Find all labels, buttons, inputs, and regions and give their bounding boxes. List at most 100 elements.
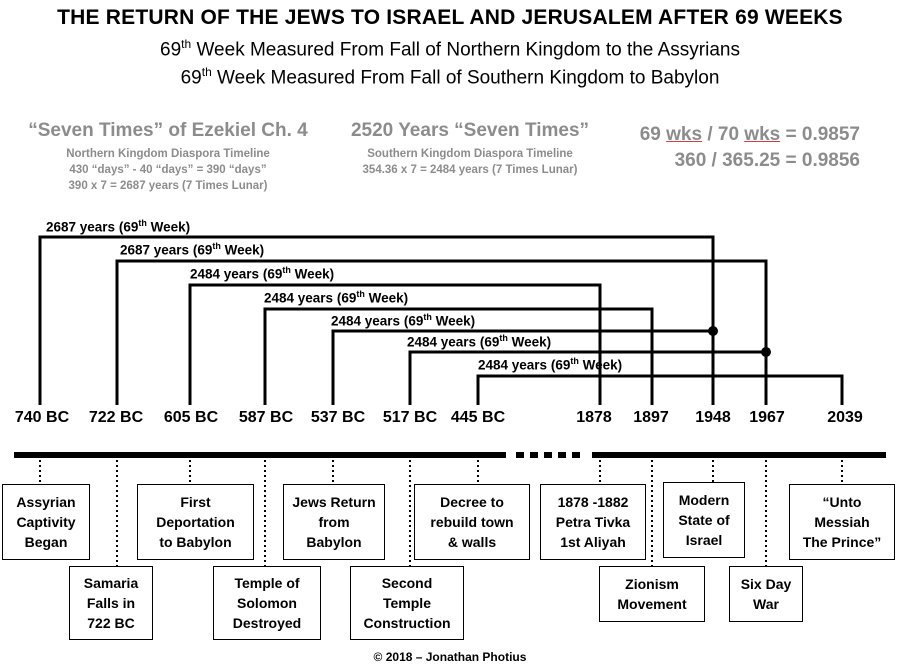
event-box-decree: Decree to rebuild town & walls (414, 484, 530, 560)
event-box-samaria-falls: Samaria Falls in 722 BC (69, 566, 153, 640)
year-label-1948: 1948 (695, 409, 731, 426)
span-label-sup: th (499, 333, 508, 343)
days-ratio: 360 / 365.25 = 0.9856 (674, 150, 860, 171)
span-label-text: Week) (290, 266, 335, 282)
ratio-panel: 69 wks / 70 wks = 0.9857 360 / 365.25 = … (600, 122, 860, 174)
ratio-part: 69 (639, 124, 667, 145)
event-text: Falls in (86, 595, 136, 611)
subtitle-text: Week Measured From Fall of Northern King… (191, 39, 740, 61)
span-label: 2687 years (69th Week) (46, 218, 190, 235)
year-label-605bc: 605 BC (163, 409, 219, 426)
junction-dot-1967 (761, 347, 771, 357)
year-label-722bc: 722 BC (88, 409, 144, 426)
event-text: Temple of (234, 575, 300, 591)
event-text: rebuild town (430, 514, 514, 530)
subtitle-sup: th (181, 37, 192, 51)
span-bracket-722-1967 (115, 259, 768, 405)
event-text: Messiah (814, 514, 870, 530)
event-box-six-day-war: Six Day War (729, 566, 803, 622)
event-text: First (180, 494, 211, 510)
span-label-text: Week) (146, 219, 191, 235)
southern-panel-line: Southern Kingdom Diaspora Timeline (367, 148, 573, 160)
span-label-text: 2484 years (69 (478, 357, 571, 373)
event-text: Captivity (16, 514, 76, 530)
subtitle-text: Week Measured From Fall of Southern King… (211, 67, 720, 89)
year-label-740bc: 740 BC (14, 409, 70, 426)
event-text: Second (381, 575, 433, 591)
event-text: Destroyed (232, 615, 302, 631)
subtitle-number: 69 (180, 67, 202, 89)
span-bracket-605-1878 (188, 283, 602, 405)
span-label-text: Week) (431, 313, 476, 329)
event-text: The Prince” (802, 534, 882, 550)
year-label-2039: 2039 (827, 409, 863, 426)
event-text: Zionism (625, 576, 679, 592)
event-box-modern-israel: Modern State of Israel (663, 482, 745, 558)
event-box-first-deportation: First Deportation to Babylon (137, 484, 254, 560)
span-bracket-740-1948 (38, 235, 715, 405)
subtitle-sup: th (201, 65, 212, 79)
ratio-part: wks (744, 124, 781, 145)
span-label-text: Week) (578, 357, 623, 373)
event-text: Babylon (306, 534, 362, 550)
span-bracket-537-1948 (331, 329, 713, 405)
northern-panel-heading: “Seven Times” of Ezekiel Ch. 4 (28, 120, 308, 141)
event-text: Movement (617, 596, 687, 612)
junction-dot-1948 (708, 326, 718, 336)
span-bracket-587-1897 (263, 307, 654, 405)
ratio-part: / 70 (702, 124, 745, 145)
span-label-sup: th (212, 241, 221, 251)
weeks-ratio: 69 wks / 70 wks = 0.9857 (600, 122, 860, 148)
event-text: Began (24, 534, 68, 550)
event-text: Petra Tivka (555, 514, 631, 530)
span-label: 2484 years (69th Week) (407, 333, 551, 350)
span-label-sup: th (423, 312, 432, 322)
year-label-517bc: 517 BC (382, 409, 438, 426)
event-text: Israel (685, 532, 723, 548)
span-label-text: 2484 years (69 (331, 313, 424, 329)
page-title: THE RETURN OF THE JEWS TO ISRAEL AND JER… (57, 6, 843, 29)
span-label-text: Week) (507, 334, 552, 350)
southern-panel-heading: 2520 Years “Seven Times” (350, 120, 590, 141)
event-text: 1878 -1882 (557, 494, 629, 510)
span-label: 2484 years (69th Week) (264, 289, 408, 306)
copyright-notice: © 2018 – Jonathan Photius (373, 650, 527, 664)
span-label-sup: th (356, 289, 365, 299)
span-label-text: 2484 years (69 (190, 266, 283, 282)
northern-panel-line: Northern Kingdom Diaspora Timeline (66, 148, 270, 160)
year-label-587bc: 587 BC (238, 409, 294, 426)
year-label-1878: 1878 (576, 409, 612, 426)
span-label-text: Week) (364, 290, 409, 306)
event-text: Assyrian (16, 494, 76, 510)
span-label-text: 2484 years (69 (407, 334, 500, 350)
northern-panel-line: 390 x 7 = 2687 years (7 Times Lunar) (68, 180, 268, 192)
event-box-second-temple: Second Temple Construction (350, 566, 464, 640)
span-label-text: Week) (220, 242, 265, 258)
event-text: Deportation (156, 514, 235, 530)
southern-panel-line: 354.36 x 7 = 2484 years (7 Times Lunar) (362, 164, 578, 176)
event-text: State of (678, 512, 730, 528)
event-box-assyrian-captivity: Assyrian Captivity Began (2, 484, 90, 560)
event-text: “Unto (822, 494, 862, 510)
span-label-text: 2484 years (69 (264, 290, 357, 306)
event-text: 722 BC (87, 615, 135, 631)
ratio-part: wks (666, 124, 703, 145)
subtitle-southern: 69th Week Measured From Fall of Southern… (0, 65, 900, 89)
northern-panel: “Seven Times” of Ezekiel Ch. 4 Northern … (8, 120, 328, 194)
event-text: War (753, 596, 779, 612)
event-text: 1st Aliyah (560, 534, 626, 550)
span-label-text: 2687 years (69 (120, 242, 213, 258)
span-label-sup: th (138, 218, 147, 228)
span-label: 2484 years (69th Week) (478, 356, 622, 373)
span-bracket-445-2039 (476, 374, 844, 405)
event-box-temple-destroyed: Temple of Solomon Destroyed (213, 566, 321, 640)
event-text: & walls (447, 534, 497, 550)
event-text: from (318, 514, 350, 530)
event-text: Construction (363, 615, 451, 631)
event-box-zionism: Zionism Movement (599, 566, 705, 622)
ratio-part: = 0.9857 (780, 124, 860, 145)
year-label-1897: 1897 (633, 409, 669, 426)
span-label: 2484 years (69th Week) (331, 312, 475, 329)
subtitle-number: 69 (160, 39, 182, 61)
